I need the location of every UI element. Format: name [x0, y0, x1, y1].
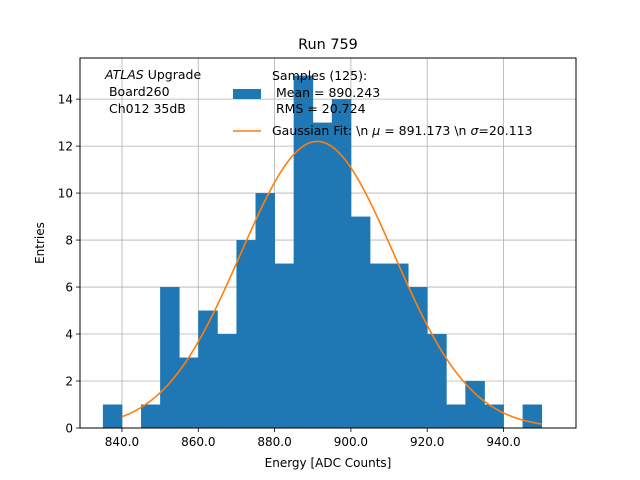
histogram-bar: [217, 334, 237, 428]
fit-label-mu: μ: [371, 123, 380, 138]
histogram-bar: [427, 334, 447, 428]
histogram-bars: [102, 75, 543, 428]
y-axis-ticks: 0 2 4 6 8 10 12 14: [58, 92, 80, 435]
histogram-bar: [102, 404, 123, 428]
fit-label-sigma: σ: [470, 123, 479, 138]
histogram-bar: [465, 381, 485, 428]
legend-fit-label: Gaussian Fit: \n μ = 891.173 \n σ=20.113: [272, 123, 533, 138]
x-axis-ticks: 840.0 860.0 880.0 900.0 920.0 940.0: [105, 428, 521, 449]
legend-hist-line2: Mean = 890.243: [272, 85, 380, 100]
histogram-bar: [179, 357, 199, 428]
y-tick-label: 14: [58, 92, 73, 106]
board-label: Board260: [105, 84, 170, 99]
legend-hist-line3: RMS = 20.724: [272, 101, 366, 116]
histogram-bar: [236, 240, 256, 428]
atlas-label: ATLAS: [104, 67, 144, 82]
y-tick-label: 10: [58, 186, 73, 200]
legend-hist-line1: Samples (125):: [272, 68, 367, 83]
legend-hist-swatch: [233, 89, 261, 99]
svg-text:ATLAS Upgrade: ATLAS Upgrade: [104, 67, 201, 82]
histogram-bar: [408, 287, 428, 428]
atlas-annotation: ATLAS Upgrade Board260 Ch012 35dB: [104, 67, 201, 116]
fit-label-suffix: =20.113: [478, 123, 532, 138]
histogram-bar: [198, 310, 218, 428]
histogram-bar: [312, 122, 333, 428]
histogram-bar: [350, 216, 371, 428]
histogram-bar: [522, 404, 543, 428]
y-tick-label: 0: [65, 421, 73, 435]
fit-label-prefix: Gaussian Fit: \n: [272, 123, 372, 138]
histogram-bar: [293, 75, 314, 428]
fit-label-mid: = 891.173 \n: [380, 123, 470, 138]
upgrade-label: Upgrade: [144, 67, 202, 82]
histogram-bar: [369, 263, 390, 428]
histogram-bar: [141, 404, 161, 428]
x-tick-label: 880.0: [257, 435, 291, 449]
channel-label: Ch012 35dB: [105, 101, 186, 116]
chart-title: Run 759: [298, 37, 358, 53]
legend: Samples (125): Mean = 890.243 RMS = 20.7…: [233, 68, 533, 138]
y-tick-label: 8: [65, 233, 73, 247]
y-tick-label: 6: [65, 280, 73, 294]
histogram-bar: [331, 99, 352, 428]
x-tick-label: 900.0: [334, 435, 368, 449]
x-axis-label: Energy [ADC Counts]: [265, 456, 392, 470]
y-axis-label: Entries: [33, 222, 47, 264]
x-tick-label: 860.0: [181, 435, 215, 449]
y-tick-label: 4: [65, 327, 73, 341]
x-tick-label: 940.0: [486, 435, 520, 449]
histogram-bar: [255, 193, 275, 428]
x-tick-label: 840.0: [105, 435, 139, 449]
histogram-bar: [160, 287, 180, 428]
y-tick-label: 12: [58, 139, 73, 153]
histogram-bar: [389, 263, 409, 428]
gaussian-fit: [121, 140, 542, 425]
gaussian-fit-curve: [121, 140, 542, 425]
plot-frame: [79, 57, 577, 429]
histogram-bar: [274, 263, 295, 428]
histogram-bar: [446, 404, 466, 428]
y-tick-label: 2: [65, 374, 73, 388]
x-tick-label: 920.0: [410, 435, 444, 449]
